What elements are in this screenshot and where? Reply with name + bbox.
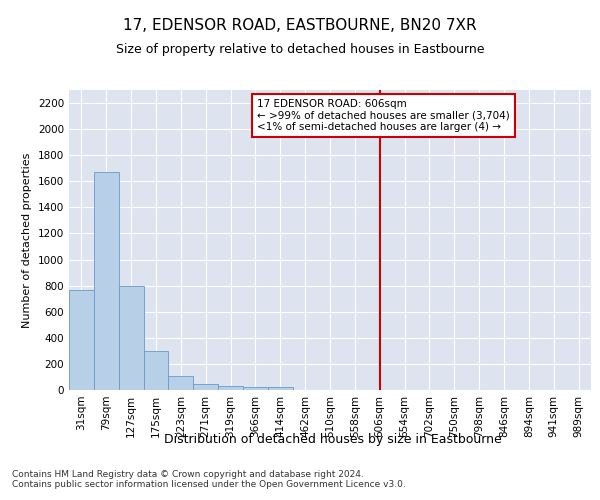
Bar xyxy=(218,386,243,390)
Bar xyxy=(193,384,218,390)
Text: Distribution of detached houses by size in Eastbourne: Distribution of detached houses by size … xyxy=(164,432,502,446)
Bar xyxy=(119,286,143,390)
Bar xyxy=(243,387,268,390)
Text: 17 EDENSOR ROAD: 606sqm
← >99% of detached houses are smaller (3,704)
<1% of sem: 17 EDENSOR ROAD: 606sqm ← >99% of detach… xyxy=(257,99,509,132)
Bar xyxy=(69,290,94,390)
Text: Contains HM Land Registry data © Crown copyright and database right 2024.
Contai: Contains HM Land Registry data © Crown c… xyxy=(12,470,406,490)
Y-axis label: Number of detached properties: Number of detached properties xyxy=(22,152,32,328)
Bar xyxy=(169,376,193,390)
Bar xyxy=(268,388,293,390)
Text: Size of property relative to detached houses in Eastbourne: Size of property relative to detached ho… xyxy=(116,42,484,56)
Text: 17, EDENSOR ROAD, EASTBOURNE, BN20 7XR: 17, EDENSOR ROAD, EASTBOURNE, BN20 7XR xyxy=(123,18,477,32)
Bar xyxy=(143,351,169,390)
Bar xyxy=(94,172,119,390)
